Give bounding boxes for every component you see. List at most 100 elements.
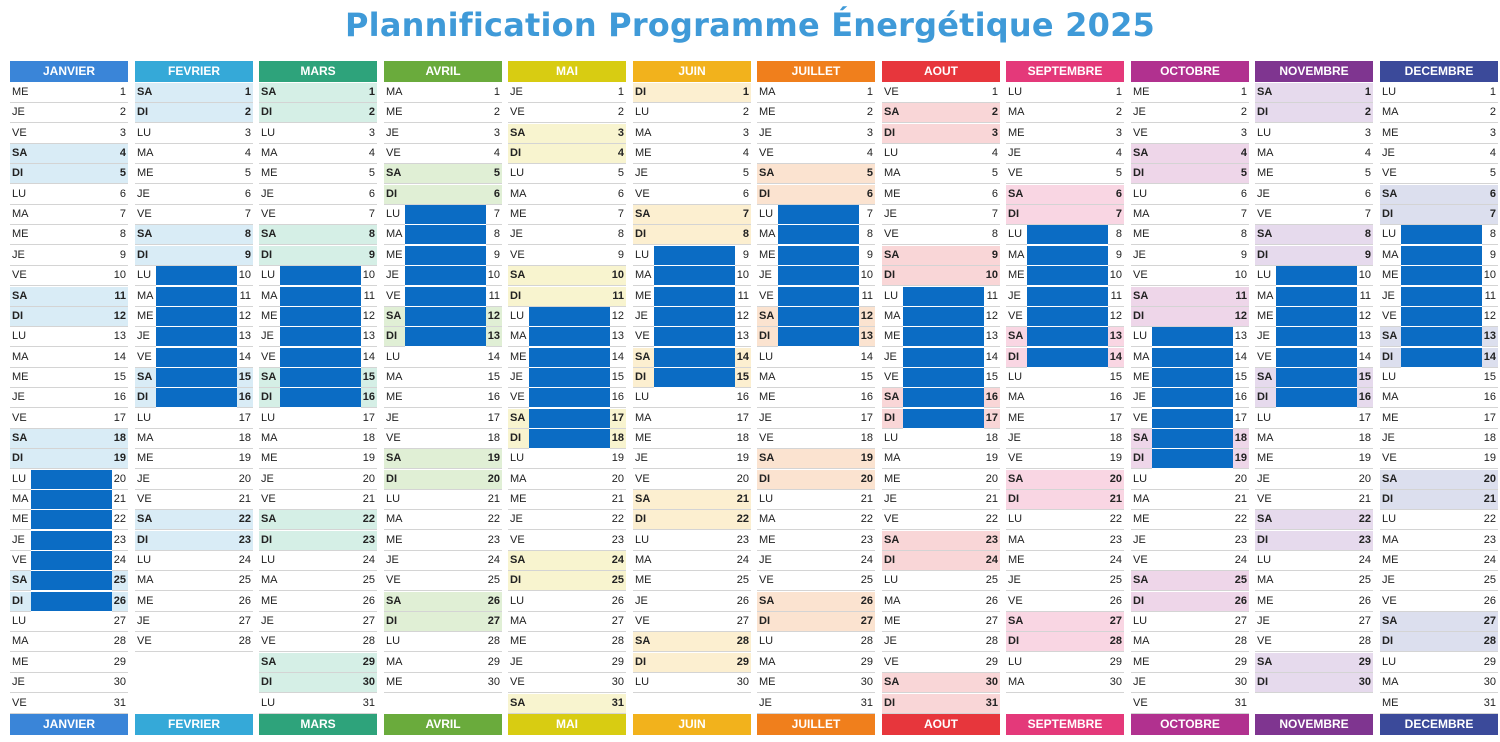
day-cell: DI 31 <box>882 693 1000 714</box>
program-highlight-block <box>156 327 237 348</box>
program-highlight-block <box>903 367 984 388</box>
day-cell: LU 29 <box>1380 653 1498 673</box>
weekday-label: LU <box>1257 411 1272 424</box>
day-number: 19 <box>1483 452 1496 465</box>
day-cell: VE 9 <box>508 246 626 266</box>
weekday-label: JE <box>1008 431 1021 444</box>
day-cell: LU 6 <box>1131 185 1249 205</box>
program-highlight-block <box>1401 286 1482 307</box>
day-number: 23 <box>487 533 500 546</box>
day-cell: ME 1 <box>10 83 128 103</box>
day-cell: JE 20 <box>135 470 253 490</box>
day-number: 9 <box>368 248 375 261</box>
weekday-label: MA <box>1382 533 1399 546</box>
day-cell: VE 19 <box>1380 449 1498 470</box>
day-number: 7 <box>368 208 375 221</box>
day-number: 17 <box>113 411 126 424</box>
weekday-label: LU <box>1133 472 1148 485</box>
weekday-label: ME <box>12 86 29 98</box>
weekday-label: MA <box>759 513 776 526</box>
weekday-label: LU <box>1257 126 1272 139</box>
day-number: 8 <box>119 228 126 241</box>
day-number: 11 <box>1110 289 1122 302</box>
day-cell: DI 9 <box>259 245 377 266</box>
day-cell: JE 3 <box>757 124 875 144</box>
day-number: 29 <box>113 655 126 668</box>
weekday-label: ME <box>261 167 278 180</box>
program-highlight-block <box>1152 347 1233 368</box>
day-cell: VE 7 <box>135 205 253 226</box>
month-footer-octobre: OCTOBRE <box>1131 714 1249 735</box>
weekday-label: DI <box>261 391 272 404</box>
weekday-label: SA <box>1257 655 1273 668</box>
day-number: 4 <box>1240 147 1247 160</box>
day-number: 6 <box>493 187 500 200</box>
weekday-label: LU <box>137 411 152 424</box>
day-number: 26 <box>611 594 624 607</box>
program-highlight-block <box>405 306 486 327</box>
weekday-label: SA <box>386 167 402 180</box>
weekday-label: DI <box>137 391 148 404</box>
weekday-label: JE <box>1133 106 1146 119</box>
day-cell: LU 5 <box>508 164 626 185</box>
day-cell: MA 7 <box>10 205 128 226</box>
day-number: 9 <box>244 248 251 261</box>
program-highlight-block <box>778 245 859 266</box>
day-number: 21 <box>611 493 624 505</box>
day-cell: ME 26 <box>135 592 253 612</box>
day-cell: VE 18 <box>757 429 875 449</box>
weekday-label: SA <box>1008 615 1024 628</box>
weekday-label: JE <box>510 370 523 383</box>
weekday-label: SA <box>1257 513 1273 526</box>
day-cell: JE 4 <box>1380 144 1498 165</box>
day-number: 20 <box>487 472 500 485</box>
weekday-label: DI <box>1257 106 1268 119</box>
day-number: 15 <box>1358 370 1371 383</box>
day-number: 9 <box>1115 248 1122 261</box>
day-number: 31 <box>1234 696 1247 709</box>
month-header-mai: MAI <box>508 61 626 82</box>
program-highlight-block <box>1027 286 1108 307</box>
day-cell: MA 23 <box>1380 531 1498 551</box>
program-highlight-block <box>1401 225 1482 246</box>
weekday-label: LU <box>1008 86 1023 98</box>
day-cell: LU 2 <box>633 103 751 124</box>
day-number: 27 <box>985 615 998 628</box>
day-number: 3 <box>742 126 749 139</box>
weekday-label: LU <box>1008 370 1023 383</box>
day-cell: LU 6 <box>10 185 128 205</box>
weekday-label: ME <box>137 594 154 607</box>
weekday-label: SA <box>1133 289 1149 302</box>
day-cell: JE 24 <box>757 551 875 572</box>
day-cell: MA 2 <box>1380 103 1498 124</box>
day-cell: MA 4 <box>1255 144 1373 165</box>
day-cell: VE 31 <box>1131 694 1249 714</box>
day-cell: VE 17 <box>10 409 128 429</box>
weekday-label: DI <box>759 330 770 343</box>
day-number: 8 <box>991 228 998 241</box>
day-cell: LU 3 <box>259 124 377 144</box>
day-number: 30 <box>985 676 998 689</box>
day-cell: VE 25 <box>384 571 502 592</box>
day-cell: JE 1 <box>508 83 626 103</box>
day-number: 7 <box>493 208 500 221</box>
weekday-label: SA <box>759 167 775 180</box>
day-number: 24 <box>1109 554 1122 567</box>
month-footer-decembre: DECEMBRE <box>1380 714 1498 735</box>
program-highlight-block <box>778 225 859 246</box>
day-cell: MA 25 <box>1255 571 1373 592</box>
day-number: 22 <box>611 513 624 526</box>
day-cell: LU 22 <box>1006 510 1124 531</box>
weekday-label: VE <box>759 289 774 302</box>
day-number: 15 <box>238 370 251 383</box>
day-number: 25 <box>1109 574 1122 587</box>
weekday-label: SA <box>261 228 277 241</box>
day-number: 17 <box>1109 411 1122 424</box>
day-cell: DI 23 <box>135 530 253 551</box>
day-cell: DI 8 <box>633 225 751 246</box>
day-cell: VE 27 <box>633 612 751 633</box>
day-number: 23 <box>1109 533 1122 546</box>
day-number: 1 <box>119 86 126 98</box>
day-number: 11 <box>488 289 500 302</box>
day-cell: SA 22 <box>1255 510 1373 531</box>
